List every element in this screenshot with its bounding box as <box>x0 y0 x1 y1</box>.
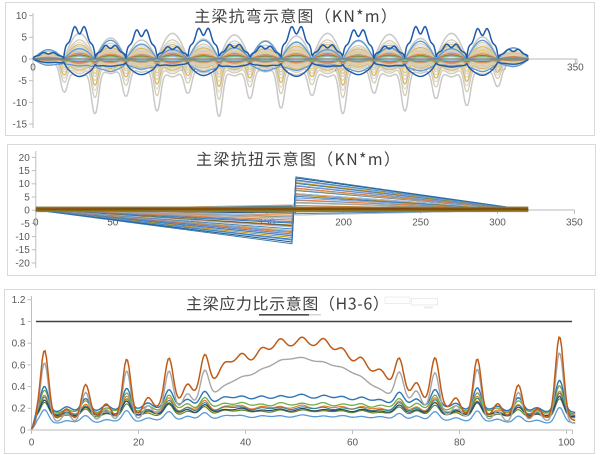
svg-text:-15: -15 <box>13 120 28 131</box>
svg-text:20: 20 <box>19 153 31 164</box>
svg-text:350: 350 <box>566 218 583 229</box>
svg-text:1: 1 <box>20 317 26 328</box>
svg-text:-15: -15 <box>15 245 30 256</box>
svg-text:100: 100 <box>558 438 575 449</box>
svg-text:0: 0 <box>30 63 36 74</box>
svg-text:50: 50 <box>107 218 119 229</box>
svg-text:40: 40 <box>240 438 252 449</box>
svg-text:0: 0 <box>20 425 26 436</box>
svg-text:-20: -20 <box>15 258 30 269</box>
svg-text:10: 10 <box>16 11 28 22</box>
svg-text:5: 5 <box>24 192 30 203</box>
svg-text:0: 0 <box>29 438 35 449</box>
svg-text:0.4: 0.4 <box>12 382 26 393</box>
svg-text:60: 60 <box>347 438 359 449</box>
svg-text:-5: -5 <box>21 219 30 230</box>
svg-text:300: 300 <box>489 218 506 229</box>
svg-text:0.2: 0.2 <box>12 404 26 415</box>
svg-text:250: 250 <box>412 218 429 229</box>
svg-text:-10: -10 <box>15 232 30 243</box>
svg-text:0: 0 <box>24 206 30 217</box>
svg-text:0.6: 0.6 <box>12 360 26 371</box>
svg-text:200: 200 <box>335 218 352 229</box>
svg-text:1.2: 1.2 <box>12 295 26 306</box>
svg-text:0: 0 <box>21 54 27 65</box>
svg-text:5: 5 <box>21 33 27 44</box>
svg-text:20: 20 <box>133 438 145 449</box>
svg-text:15: 15 <box>19 166 31 177</box>
svg-text:80: 80 <box>454 438 466 449</box>
svg-text:-5: -5 <box>18 76 27 87</box>
svg-text:-10: -10 <box>13 98 28 109</box>
svg-text:0: 0 <box>33 218 39 229</box>
svg-text:0.8: 0.8 <box>12 339 26 350</box>
svg-text:10: 10 <box>19 179 31 190</box>
svg-text:350: 350 <box>567 63 584 74</box>
